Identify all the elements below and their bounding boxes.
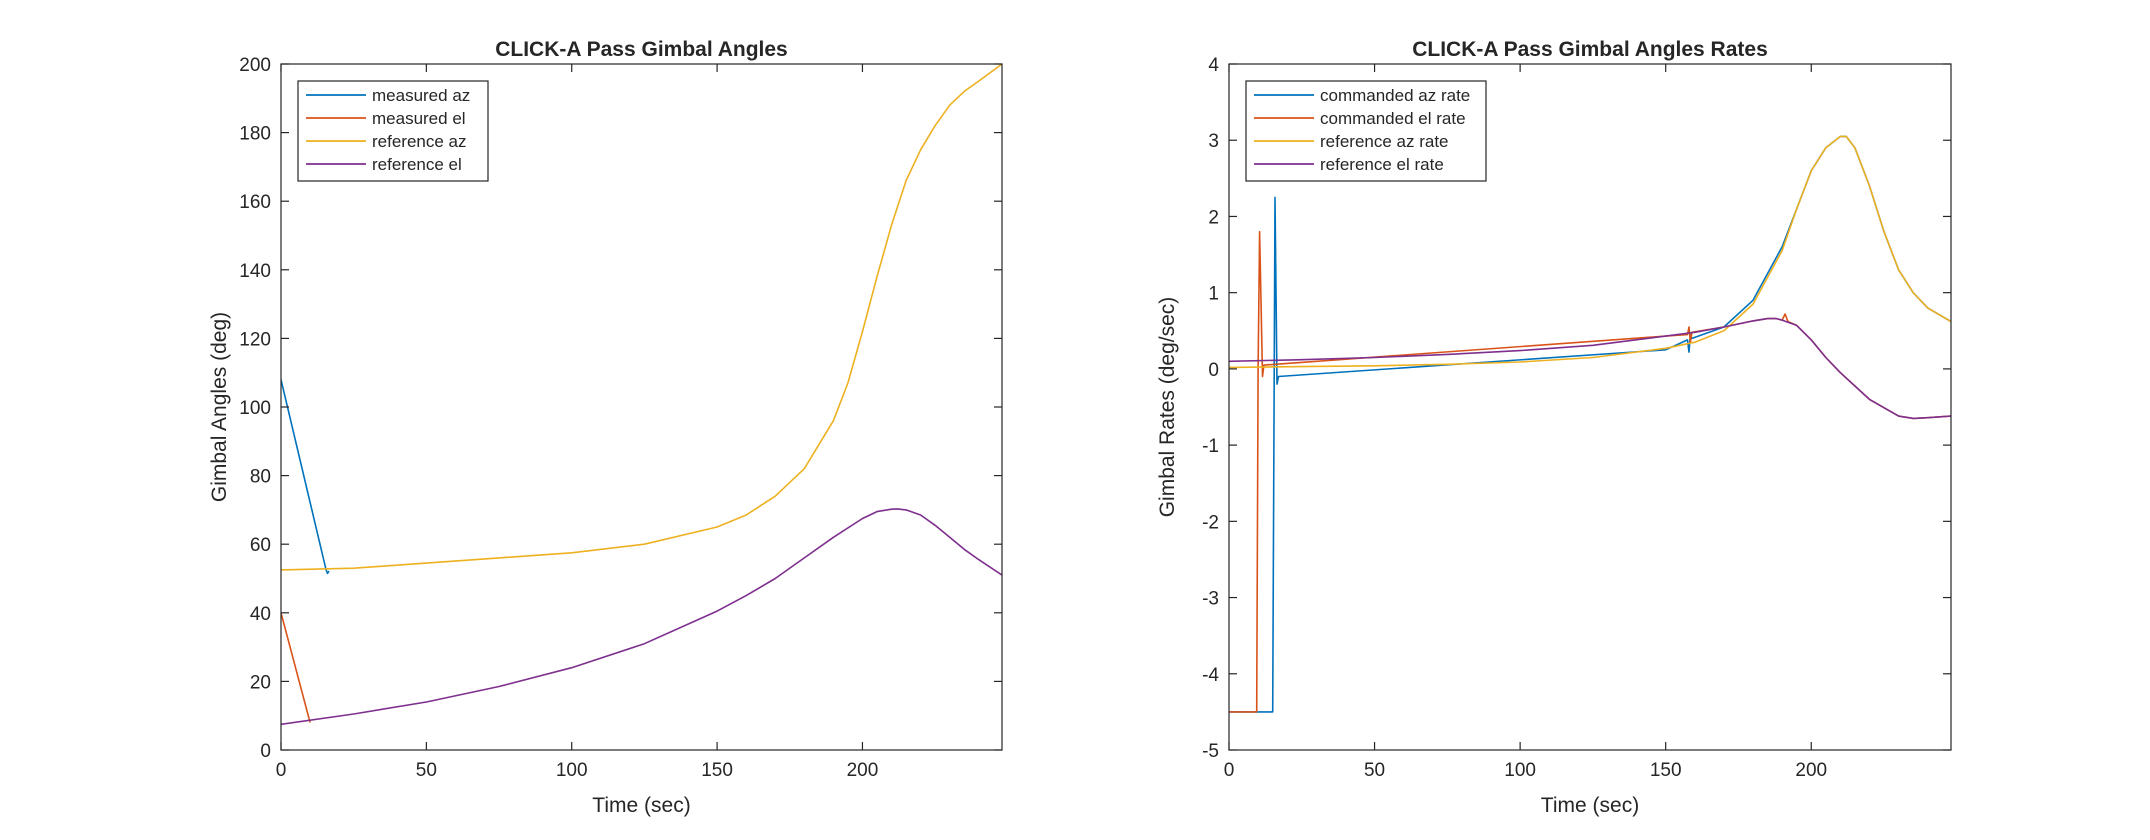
y-tick-label: 120 <box>239 329 271 350</box>
y-tick-label: 1 <box>1208 284 1219 305</box>
chart-title: CLICK-A Pass Gimbal Angles <box>495 38 788 61</box>
y-tick-label: 0 <box>260 741 271 762</box>
x-axis-label: Time (sec) <box>592 794 690 817</box>
y-tick-label: -3 <box>1202 589 1219 610</box>
series-line-measured-az <box>281 379 330 575</box>
series-line-reference-el-rate <box>1229 317 1951 420</box>
legend-label: commanded el rate <box>1320 109 1466 128</box>
x-tick-label: 50 <box>416 760 437 781</box>
y-tick-label: -5 <box>1202 741 1219 762</box>
y-tick-label: 100 <box>239 398 271 419</box>
y-axis-label: Gimbal Angles (deg) <box>208 312 231 502</box>
series-line-reference-az <box>281 64 1002 571</box>
series-group <box>1229 135 1951 713</box>
y-tick-label: 0 <box>1208 360 1219 381</box>
series-line-reference-el <box>281 508 1002 726</box>
legend-label: measured el <box>372 109 466 128</box>
y-tick-label: 3 <box>1208 131 1219 152</box>
legend-label: reference el <box>372 155 462 174</box>
y-axis-label: Gimbal Rates (deg/sec) <box>1156 297 1179 518</box>
y-tick-label: 200 <box>239 55 271 76</box>
legend-label: reference az <box>372 132 467 151</box>
x-tick-label: 100 <box>556 760 588 781</box>
y-tick-label: 20 <box>250 672 271 693</box>
x-tick-label: 0 <box>276 760 287 781</box>
chart-1: 0 50 100 150 200 0 20 40 60 80 100 120 140 160 180 200 C… <box>208 38 1003 817</box>
y-tick-label: -4 <box>1202 665 1219 686</box>
x-tick-label: 150 <box>701 760 733 781</box>
y-tick-label: 4 <box>1208 55 1219 76</box>
y-tick-label: 80 <box>250 467 271 488</box>
series-line-commanded-az-rate <box>1229 135 1951 713</box>
x-tick-label: 100 <box>1504 760 1536 781</box>
x-tick-label: 0 <box>1224 760 1235 781</box>
legend-label: reference az rate <box>1320 132 1449 151</box>
chart-title: CLICK-A Pass Gimbal Angles Rates <box>1412 38 1768 61</box>
y-tick-label: 140 <box>239 261 271 282</box>
x-tick-label: 200 <box>847 760 879 781</box>
series-line-measured-el <box>281 612 311 723</box>
x-tick-label: 200 <box>1795 760 1827 781</box>
y-tick-label: 60 <box>250 535 271 556</box>
series-group <box>281 64 1002 726</box>
chart-2: 0 50 100 150 200 -5 -4 -3 -2 -1 0 1 2 3 4 CLICK-A Pass … <box>1156 38 1952 817</box>
plot-frame <box>1228 63 1952 751</box>
x-tick-label: 50 <box>1364 760 1385 781</box>
legend-label: measured az <box>372 86 470 105</box>
y-tick-label: -1 <box>1202 436 1219 457</box>
series-line-reference-az-rate <box>1229 135 1951 369</box>
y-tick-label: 2 <box>1208 207 1219 228</box>
legend: measured az measured el reference az refere… <box>297 80 489 182</box>
x-axis-label: Time (sec) <box>1541 794 1639 817</box>
y-tick-label: -2 <box>1202 512 1219 533</box>
y-tick-label: 40 <box>250 604 271 625</box>
series-line-commanded-el-rate <box>1229 230 1951 713</box>
y-tick-label: 160 <box>239 192 271 213</box>
y-tick-label: 180 <box>239 124 271 145</box>
legend: commanded az rate commanded el rate refere… <box>1245 80 1487 182</box>
legend-label: commanded az rate <box>1320 86 1470 105</box>
legend-label: reference el rate <box>1320 155 1444 174</box>
x-tick-label: 150 <box>1650 760 1682 781</box>
